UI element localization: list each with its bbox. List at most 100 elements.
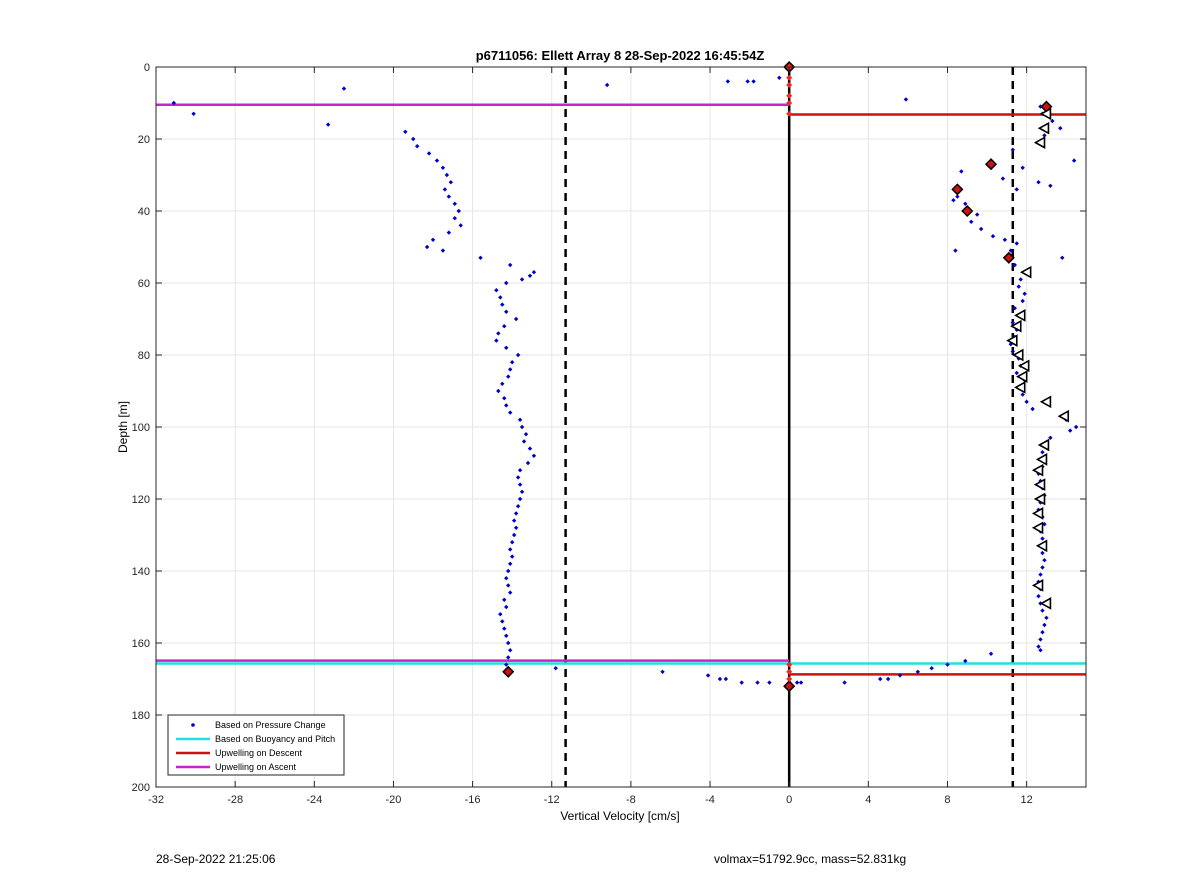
ascent-marker [1033,136,1046,149]
pressure-point [511,518,517,523]
pressure-point [511,532,517,538]
pressure-point [456,208,461,214]
profile-marker [786,92,793,99]
pressure-point [325,122,331,127]
pressure-point [504,604,509,610]
x-tick-label: -20 [385,794,401,806]
pressure-point [458,223,463,228]
y-tick-label: 160 [132,638,150,650]
x-tick-label: 0 [786,794,792,806]
ascent-marker [1039,107,1052,121]
pressure-point [1048,183,1053,188]
pressure-point [1067,428,1073,433]
data-points [171,60,1079,693]
pressure-point [1012,306,1017,311]
descent-marker [984,158,998,171]
pressure-point [1030,406,1035,412]
pressure-point [915,669,921,674]
y-tick-label: 20 [138,134,150,146]
pressure-point [504,403,509,408]
pressure-point [446,194,452,199]
pressure-point [171,100,177,106]
pressure-point [504,576,509,581]
ascent-marker [1031,579,1044,592]
pressure-point [519,489,525,494]
ascent-marker [1035,453,1048,466]
pressure-point [963,658,968,664]
pressure-point [1036,644,1041,649]
legend-marker [191,723,195,727]
pressure-point [502,396,507,401]
descent-marker [783,680,796,693]
ascent-marker [1019,265,1032,279]
pressure-point [507,410,513,415]
pressure-point [504,345,509,350]
pressure-point [523,432,529,437]
pressure-point [442,187,448,192]
pressure-point [506,374,511,379]
ascent-marker [1031,507,1044,520]
y-tick-label: 40 [138,206,150,218]
pressure-point [513,316,519,322]
x-tick-label: 8 [944,794,950,806]
ascent-marker [1018,359,1030,373]
pressure-point [498,612,503,617]
pressure-point [1010,320,1015,325]
pressure-point [1020,392,1025,397]
pressure-point [725,79,731,84]
pressure-point [500,619,505,624]
ascent-marker [1031,521,1044,535]
y-tick-label: 80 [138,350,150,362]
pressure-point [517,496,523,502]
pressure-point [1058,126,1063,131]
pressure-point [767,680,772,685]
pressure-point [903,97,909,102]
chart-title: p6711056: Ellett Array 8 28-Sep-2022 16:… [476,48,765,63]
pressure-point [604,82,610,88]
pressure-point [1012,262,1017,268]
profile-marker [786,82,793,88]
pressure-point [1014,370,1019,376]
ascent-marker [1010,319,1022,333]
pressure-point [494,288,499,293]
tick-labels: -32 -28 -24 -20 -16 -12 -8 -4 0 4 8 120204060801001… [132,62,1033,806]
pressure-point [1042,558,1047,563]
pressure-point [509,554,515,559]
pressure-point [440,248,446,253]
pressure-point [1042,622,1047,628]
pressure-point [519,277,525,282]
legend-box [167,714,345,776]
pressure-point [519,424,525,430]
ascent-marker [1037,438,1050,452]
ascent-marker [1039,597,1052,610]
y-tick-label: 140 [132,566,150,578]
pressure-point [521,439,527,444]
ascent-marker [1031,463,1044,477]
pressure-point [1014,241,1019,246]
x-tick-label: 12 [1021,794,1033,806]
profile-marker [786,74,793,81]
ascent-marker [1057,409,1070,423]
pressure-point [531,453,537,458]
pressure-point [531,270,537,275]
ascent-marker [1033,492,1046,506]
horizontal-segments [156,103,1086,676]
legend-label: Based on Buoyancy and Pitch [215,734,335,744]
pressure-point [496,388,501,394]
pressure-point [500,302,505,307]
pressure-point [446,230,452,235]
pressure-point [500,381,505,386]
pressure-point [1073,424,1079,430]
footer-timestamp: 28-Sep-2022 21:25:06 [156,852,276,866]
profile-marker [786,676,793,682]
pressure-point [1040,450,1045,455]
pressure-point [955,194,960,199]
pressure-point [990,234,996,239]
pressure-point [1038,648,1043,653]
pressure-point [509,540,515,545]
pressure-point [426,151,432,156]
pressure-point [969,219,974,224]
pressure-point [403,129,408,134]
ascent-marker [1006,334,1018,347]
pressure-point [1008,248,1014,253]
